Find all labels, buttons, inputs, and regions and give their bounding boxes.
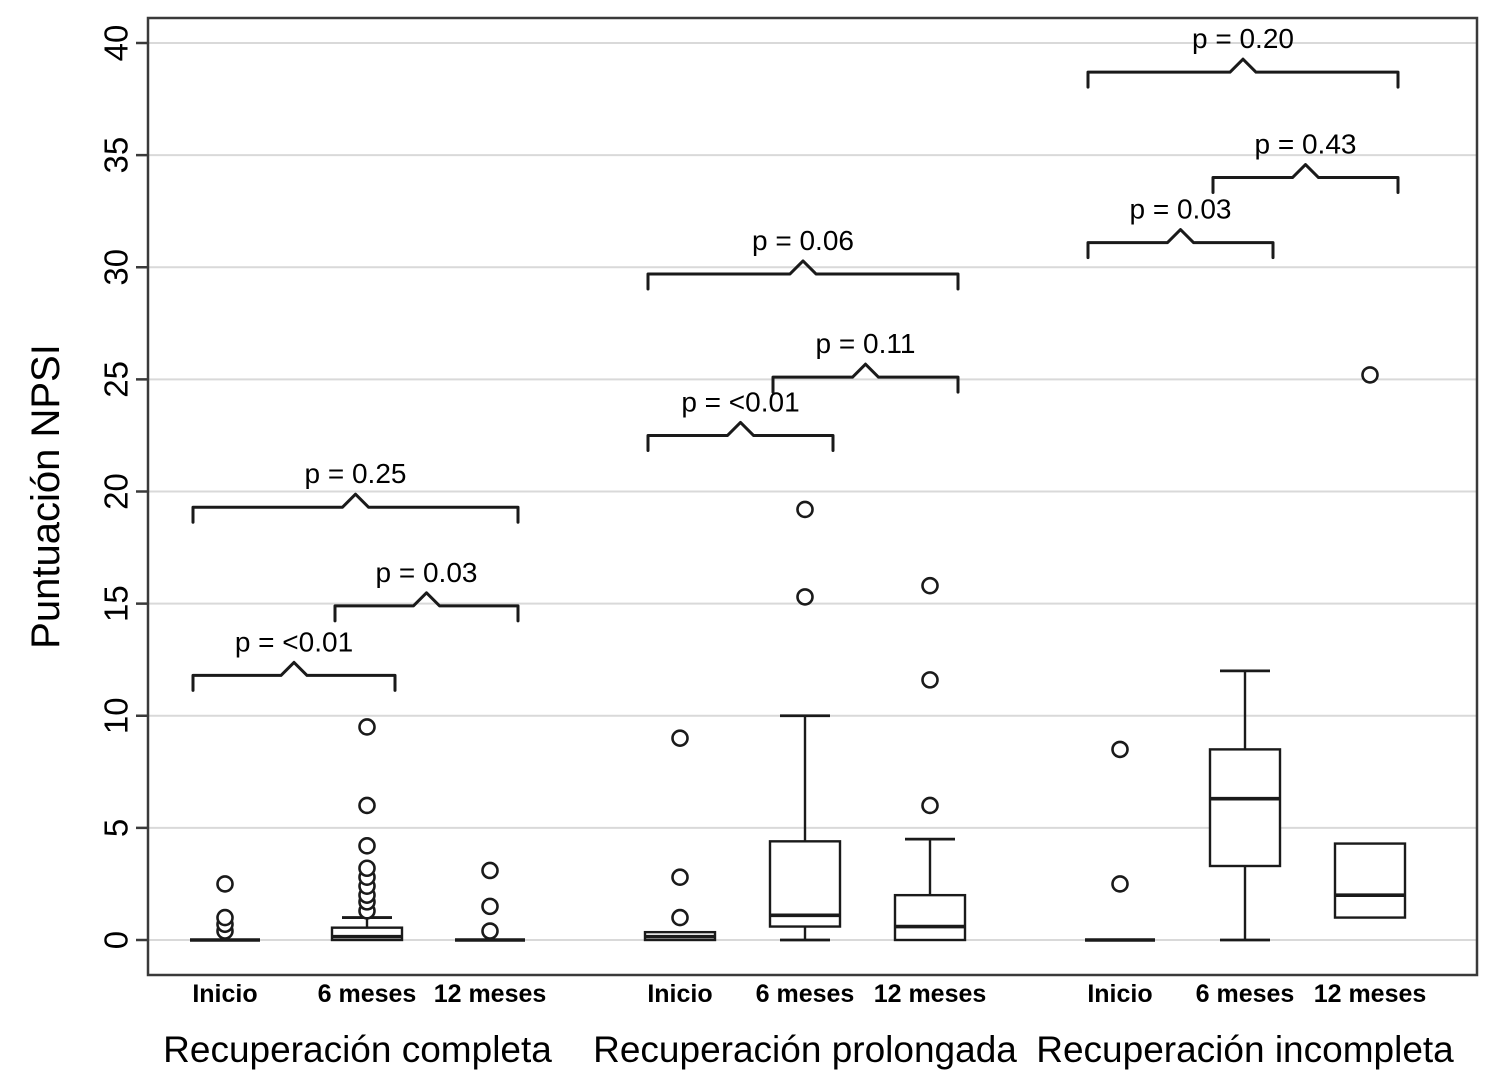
outlier-point [216,875,234,893]
p-value-bracket [646,420,835,452]
p-value-bracket [1086,228,1275,260]
p-value-label: p = <0.01 [681,386,799,417]
box [1333,842,1407,919]
y-tick-label: 25 [98,361,135,398]
outlier-point [1111,740,1129,759]
outlier-point [481,897,499,916]
p-value-bracket [771,362,960,394]
p-value-label: p = 0.03 [376,557,478,588]
box-label: Inicio [647,980,712,1008]
p-value-label: p = 0.43 [1255,129,1357,160]
y-axis-title: Puntuación NPSI [24,344,68,649]
box [1208,748,1282,868]
y-tick-label: 15 [98,585,135,622]
p-value-bracket [191,492,520,524]
outlier-point [796,588,814,606]
outlier-point [358,859,376,878]
group-label: Recuperación completa [163,1029,552,1070]
outlier-point [921,671,939,689]
y-tick-label: 35 [98,137,135,174]
outlier-point [1361,366,1379,384]
y-tick-label: 10 [98,697,135,734]
outlier-point [1111,875,1129,893]
outlier-point [796,500,814,519]
outlier-point [481,861,499,880]
outlier-point [358,837,376,855]
box-label: 12 meses [874,980,987,1008]
p-value-bracket [646,259,960,291]
plot-border [146,16,1479,977]
box-label: 12 meses [434,980,547,1008]
p-value-label: p = 0.11 [816,328,916,359]
y-tick-label: 40 [98,25,135,62]
p-value-label: p = 0.20 [1192,23,1294,54]
outlier-point [921,576,939,595]
box [768,840,842,928]
outlier-point [358,718,376,736]
box-label: Inicio [1087,980,1152,1008]
outlier-point [216,908,234,927]
outlier-point [671,908,689,927]
p-value-label: p = 0.06 [752,225,854,256]
group-label: Recuperación incompleta [1036,1029,1454,1070]
outlier-point [671,868,689,887]
box-label: 6 meses [318,980,417,1008]
p-value-bracket [191,660,397,692]
box-label: 6 meses [1196,980,1295,1008]
outlier-point [921,796,939,815]
outlier-point [358,796,376,815]
y-tick-label: 5 [98,819,135,837]
p-value-bracket [1086,57,1400,89]
y-tick-label: 20 [98,473,135,510]
p-value-label: p = <0.01 [235,626,353,657]
box [893,893,967,942]
box-label: 12 meses [1314,980,1427,1008]
p-value-bracket [333,591,520,623]
p-value-label: p = 0.25 [305,458,407,489]
y-tick-label: 0 [98,931,135,949]
outlier-point [671,729,689,747]
box-label: 6 meses [756,980,855,1008]
p-value-bracket [1211,163,1400,195]
box-label: Inicio [192,980,257,1008]
outlier-point [481,922,499,940]
y-tick-label: 30 [98,249,135,286]
p-value-label: p = 0.03 [1130,194,1232,225]
group-label: Recuperación prolongada [593,1029,1017,1070]
